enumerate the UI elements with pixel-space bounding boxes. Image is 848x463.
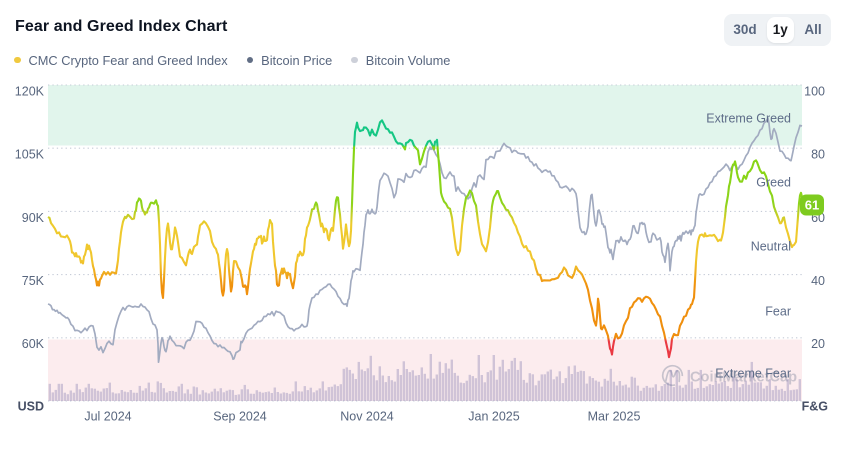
- svg-text:61: 61: [805, 198, 819, 213]
- svg-text:60K: 60K: [22, 337, 45, 351]
- svg-text:CoinMarketCap: CoinMarketCap: [690, 370, 797, 386]
- svg-text:75K: 75K: [22, 274, 45, 288]
- svg-text:105K: 105K: [15, 148, 45, 162]
- svg-text:120K: 120K: [15, 84, 45, 98]
- svg-text:80: 80: [811, 148, 825, 162]
- svg-text:Jul 2024: Jul 2024: [84, 410, 131, 424]
- svg-text:F&G: F&G: [802, 400, 828, 414]
- svg-text:Fear: Fear: [765, 305, 791, 319]
- svg-text:Extreme Fear: Extreme Fear: [715, 367, 791, 381]
- svg-text:20: 20: [811, 337, 825, 351]
- svg-text:90K: 90K: [22, 211, 45, 225]
- svg-text:Mar 2025: Mar 2025: [588, 410, 641, 424]
- svg-text:USD: USD: [18, 400, 44, 414]
- svg-text:40: 40: [811, 274, 825, 288]
- svg-text:Nov 2024: Nov 2024: [340, 410, 394, 424]
- svg-text:100: 100: [804, 84, 825, 98]
- svg-text:Sep 2024: Sep 2024: [213, 410, 267, 424]
- svg-text:Neutral: Neutral: [751, 240, 791, 254]
- svg-text:Extreme Greed: Extreme Greed: [706, 112, 791, 126]
- svg-text:Jan 2025: Jan 2025: [468, 410, 519, 424]
- svg-text:Greed: Greed: [756, 176, 791, 190]
